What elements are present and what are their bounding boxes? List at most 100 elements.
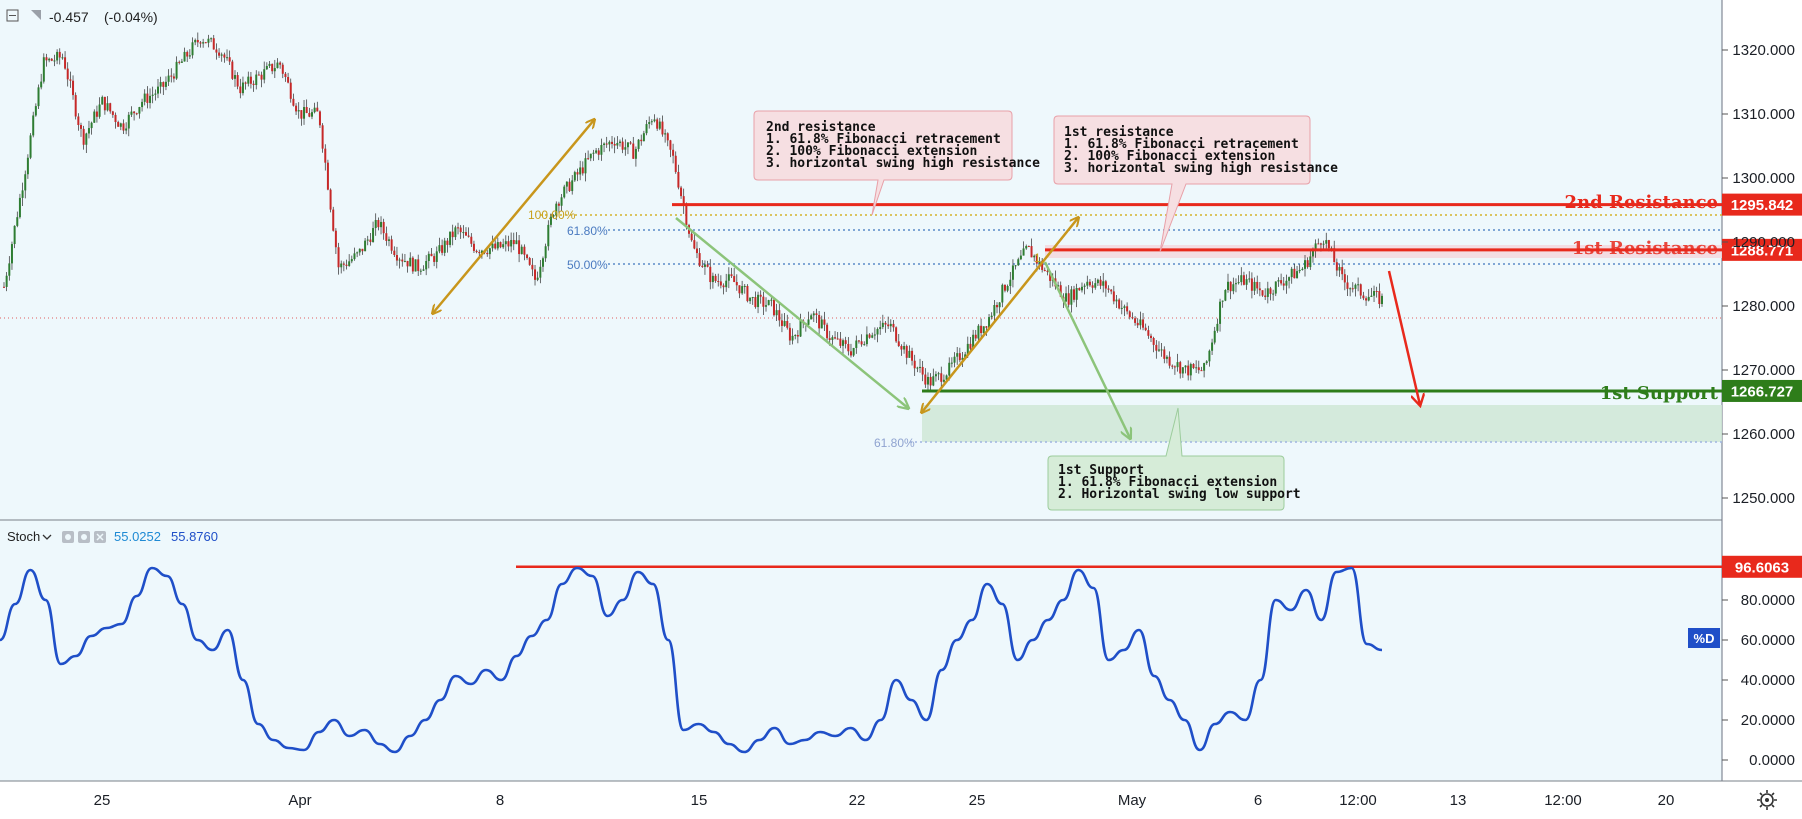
candle-body [289,82,292,99]
candle-body [64,57,67,69]
candle-body [127,114,130,129]
stoch-d-tag-text: %D [1694,631,1715,646]
candle-body [387,239,390,241]
candle-body [539,266,542,278]
collapse-icon[interactable] [6,9,19,22]
candle-body [1341,267,1344,275]
time-tick-label: 8 [496,792,504,809]
candle-body [1187,365,1190,376]
candle-body [897,341,900,346]
candle-body [29,135,32,158]
candle-body [366,239,369,241]
candle-body [1173,366,1176,368]
candle-body [1211,342,1214,351]
candle-body [863,344,866,346]
candle-body [911,350,914,361]
candle-body [1288,277,1291,281]
candle-body [775,310,778,316]
candle-body [1219,301,1222,324]
swing-arrow-1[interactable] [675,217,908,408]
candle-body [1155,344,1158,351]
candle-body [860,341,863,345]
level-tag-1 [1722,193,1802,216]
candle-body [1176,362,1179,368]
candle-body [422,269,425,271]
candle-body [1237,282,1240,284]
candle-body [852,347,855,356]
fib-label-ext-1: 1 [1034,251,1041,265]
candle-body [295,105,298,112]
flag-icon[interactable] [31,10,41,20]
fib-range-arrow-2[interactable] [922,218,1078,412]
price-tick-label: 1310.000 [1732,106,1795,123]
time-tick-label: 13 [1450,792,1467,809]
candle-body [1200,370,1203,372]
fib-range-arrow-1[interactable] [433,120,594,313]
candle-body [303,107,306,119]
candle-body [926,376,929,385]
time-tick-label: May [1118,792,1147,809]
candle-body [1319,243,1322,245]
time-tick-label: 12:00 [1339,792,1377,809]
candle-body [993,305,996,316]
candle-body [754,297,757,308]
candle-body [876,329,879,335]
candle-body [210,38,213,40]
candle-body [188,55,191,57]
candle-body [159,82,162,87]
candle-body [701,265,704,267]
stoch-d-line[interactable] [0,566,1383,754]
candle-body [579,167,582,175]
candle-body [1298,269,1301,272]
swing-arrow-2[interactable] [1043,261,1130,438]
candle-body [1250,278,1253,291]
chevron-down-icon[interactable] [42,534,52,540]
candle-body [523,246,526,255]
candle-body [133,111,136,114]
candle-body [536,277,539,280]
candle-body [645,124,648,134]
candle-body [1160,349,1163,351]
candle-body [499,242,502,248]
candle-body [1240,275,1243,283]
candle-body [767,300,770,306]
candle-body [695,248,698,254]
candle-body [138,107,141,114]
candle-body [831,337,834,340]
annotation-1st-resistance[interactable]: 1st resistance 1. 61.8% Fibonacci retrac… [1053,115,1338,253]
price-tick-label: 1280.000 [1732,298,1795,315]
candle-body [510,239,513,247]
annotation-2nd-resistance[interactable]: 2nd resistance 1. 61.8% Fibonacci retrac… [753,110,1040,216]
candle-body [1266,288,1269,297]
annotation-1st-support[interactable]: 1st Support 1. 61.8% Fibonacci extension… [1047,407,1301,511]
candle-body [948,362,951,376]
candle-body [1150,335,1153,338]
candle-body [1205,361,1208,364]
candle-body [1351,288,1354,290]
candle-body [889,323,892,327]
candle-body [1333,248,1336,263]
candle-body [1253,281,1256,291]
candle-body [950,362,953,364]
candle-body [929,376,932,386]
candle-body [820,319,823,329]
candle-body [544,246,547,259]
candle-body [1274,281,1277,294]
candle-body [879,327,882,330]
candle-body [95,111,98,117]
candle-body [79,125,82,129]
candle-body [807,319,810,325]
candle-body [1065,293,1068,302]
annotation-1st-resistance-line-1: 1. 61.8% Fibonacci retracement [1064,137,1299,152]
projection-arrow[interactable] [1387,270,1420,405]
stoch-label[interactable]: Stoch [7,529,40,544]
candle-body [313,107,316,113]
candle-body [329,189,332,210]
candle-body [220,54,223,56]
candle-body [812,313,815,316]
candle-body [494,243,497,249]
candle-body [727,274,730,281]
settings-gear-icon[interactable] [1757,790,1777,810]
candle-body [980,325,983,334]
